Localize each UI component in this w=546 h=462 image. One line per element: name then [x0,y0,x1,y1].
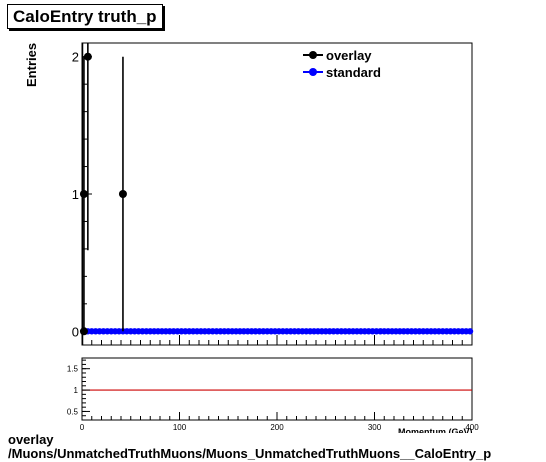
x-axis-label: Momentum (GeV) [398,427,473,433]
main-axis-ticks: 0 1 2 [72,50,473,345]
legend-marker-overlay [309,51,317,59]
footer-line-2: /Muons/UnmatchedTruthMuons/Muons_Unmatch… [8,446,492,461]
ratio-y-tick-label: 1 [74,386,79,395]
main-plot-frame [81,42,473,346]
legend-label-overlay: overlay [326,48,372,63]
overlay-point [83,52,92,61]
legend-label-standard: standard [326,65,381,80]
standard-point [466,328,474,335]
ratio-y-tick-label: 0.5 [67,407,79,416]
x-tick-label: 400 [465,423,479,432]
x-tick-label: 100 [173,423,187,432]
overlay-series [79,43,127,345]
overlay-point [79,327,88,336]
legend-marker-standard [309,68,317,76]
x-tick-label: 200 [270,423,284,432]
standard-series [80,328,474,335]
overlay-point [118,190,127,198]
ratio-axis-ticks: 0.5 1 1.5 0 100 200 300 400 [67,359,479,432]
x-tick-label: 0 [80,423,85,432]
main-frame-rect [81,42,473,346]
legend: overlay standard [303,48,381,80]
ratio-y-tick-label: 1.5 [67,365,79,374]
overlay-point [79,190,88,198]
ratio-plot-frame [81,357,473,421]
ratio-frame-rect [81,357,473,421]
footer-line-1: overlay [8,432,54,447]
y-tick-label: 0 [72,324,79,339]
y-tick-label: 2 [72,50,79,65]
x-tick-label: 300 [368,423,382,432]
chart-title: CaloEntry truth_p [7,4,163,29]
y-tick-label: 1 [72,187,79,202]
